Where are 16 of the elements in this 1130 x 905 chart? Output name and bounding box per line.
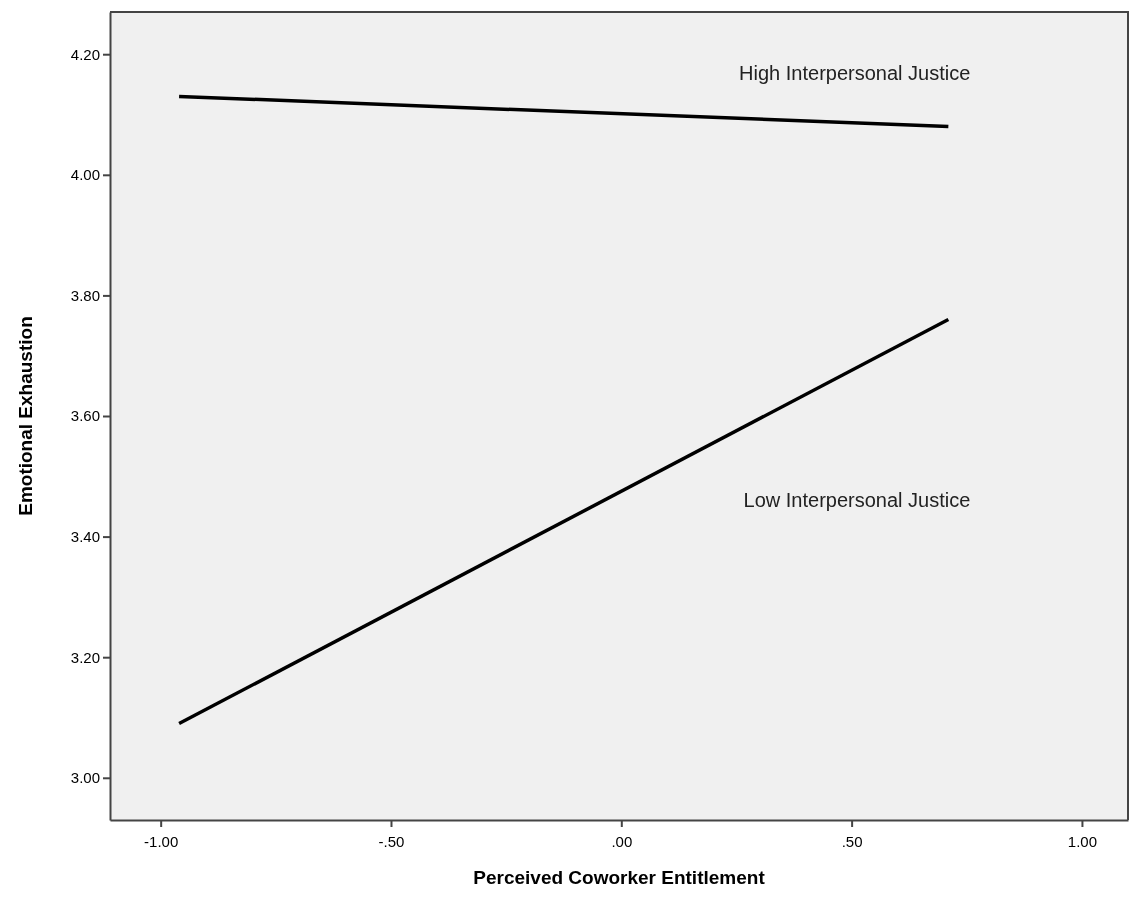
x-tick-label: 1.00 xyxy=(1067,832,1098,850)
x-axis-title: Perceived Coworker Entitlement xyxy=(473,867,766,888)
x-tick-label: .00 xyxy=(611,832,633,850)
y-tick-label: 3.40 xyxy=(70,527,100,545)
y-tick-label: 3.60 xyxy=(70,407,100,425)
x-tick-label: .50 xyxy=(841,832,863,850)
series-label: High Interpersonal Justice xyxy=(739,61,971,84)
y-tick-label: 3.80 xyxy=(70,286,100,304)
y-tick-label: 4.00 xyxy=(70,166,100,184)
x-tick-label: -.50 xyxy=(378,832,405,850)
text: Low Interpersonal Justice xyxy=(743,488,971,511)
y-tick-label: 3.00 xyxy=(70,769,100,787)
x-tick-label: -1.00 xyxy=(144,832,179,850)
y-tick-label: 3.20 xyxy=(70,648,100,666)
y-tick-label: 4.20 xyxy=(70,45,100,63)
y-axis-title: Emotional Exhaustion xyxy=(15,316,36,516)
